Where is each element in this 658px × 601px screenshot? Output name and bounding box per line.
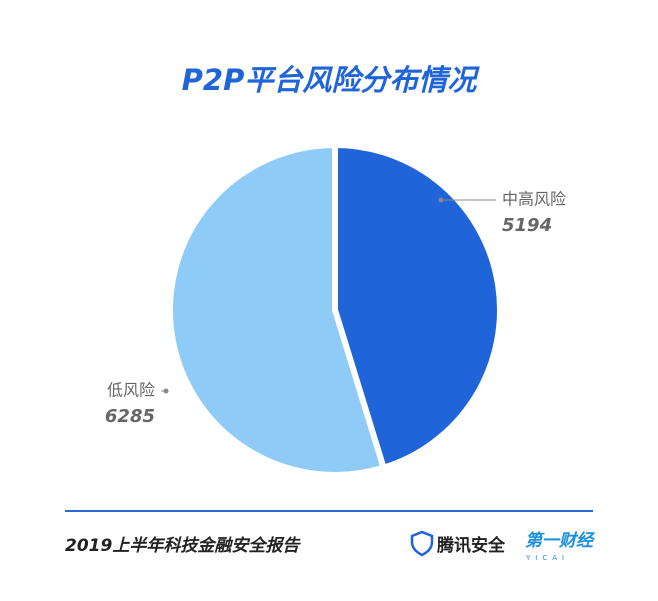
pie xyxy=(167,142,503,478)
chart-title: P2P平台风险分布情况 xyxy=(182,63,481,97)
brand-icon xyxy=(410,530,434,557)
footer-report: 2019上半年科技金融安全报告 xyxy=(65,536,301,556)
brand-tencent: 腾讯安全 xyxy=(437,535,506,556)
slice-value: 6285 xyxy=(105,406,155,427)
pie-slice xyxy=(332,142,503,471)
slice-value: 5194 xyxy=(502,215,552,236)
brand-yicai: 第一财经 xyxy=(525,531,595,551)
slice-label: 低风险 xyxy=(107,381,155,400)
brand-yicai-sub: YICAI xyxy=(525,554,569,562)
pie-slice xyxy=(167,142,387,478)
slice-label: 中高风险 xyxy=(502,190,566,209)
